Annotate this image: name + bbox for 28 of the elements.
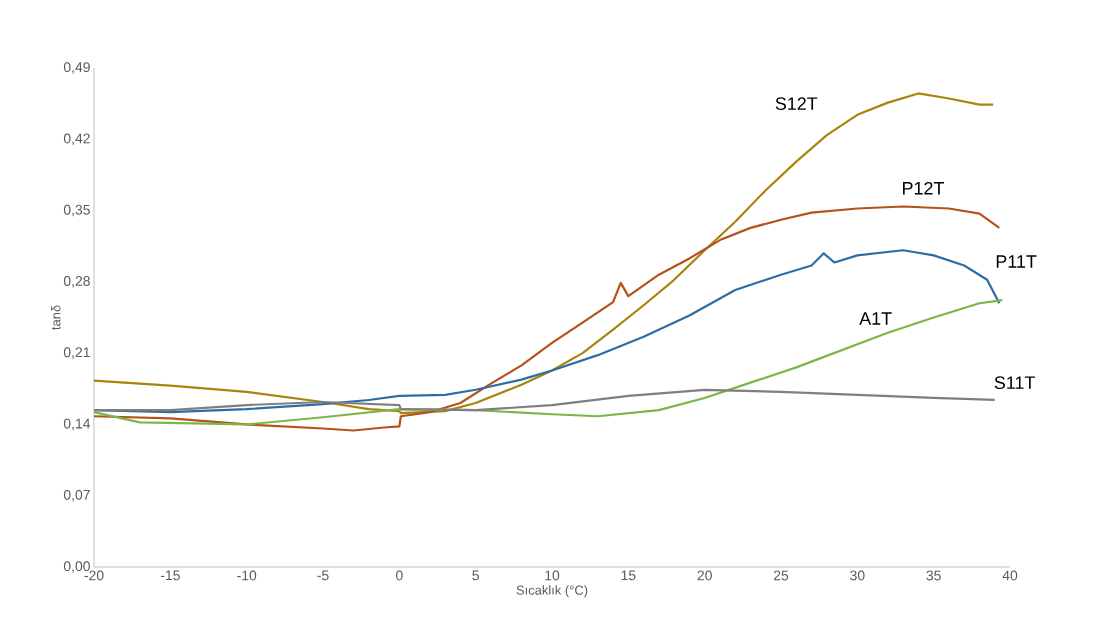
series-label: S11T	[994, 376, 1035, 389]
y-tick-label: 0,35	[63, 204, 90, 217]
y-tick-label: 0,14	[63, 418, 91, 431]
y-axis-title: tanδ	[50, 305, 61, 330]
y-tick-label: 0,21	[63, 347, 90, 359]
x-tick-label: 35	[926, 570, 941, 581]
y-tick-label: 0,42	[63, 133, 90, 146]
x-tick-label: 0	[396, 570, 403, 581]
series-label: S12T	[775, 97, 818, 110]
series-label: P11T	[996, 255, 1037, 268]
x-tick-label: 15	[621, 570, 636, 581]
line-series	[92, 388, 996, 412]
x-tick-label: 5	[472, 570, 479, 581]
y-tick-label: 0,49	[63, 62, 90, 74]
x-tick-label: 25	[773, 570, 789, 581]
x-tick-label: 10	[545, 570, 560, 581]
y-tick-label: 0,07	[63, 489, 90, 502]
x-tick-label: 30	[850, 570, 865, 581]
x-axis-title: Sıcaklık (°C)	[516, 585, 588, 598]
x-tick-label: 40	[1002, 570, 1018, 581]
x-tick-label: -5	[317, 570, 329, 581]
y-tick-label: 0,28	[63, 276, 90, 288]
line-series	[92, 92, 995, 415]
series-label: P12T	[903, 181, 944, 195]
x-tick-label: 20	[697, 570, 712, 581]
series-label: A1T	[859, 312, 892, 325]
x-tick-label: -10	[237, 570, 257, 581]
x-tick-label: -15	[160, 570, 180, 581]
